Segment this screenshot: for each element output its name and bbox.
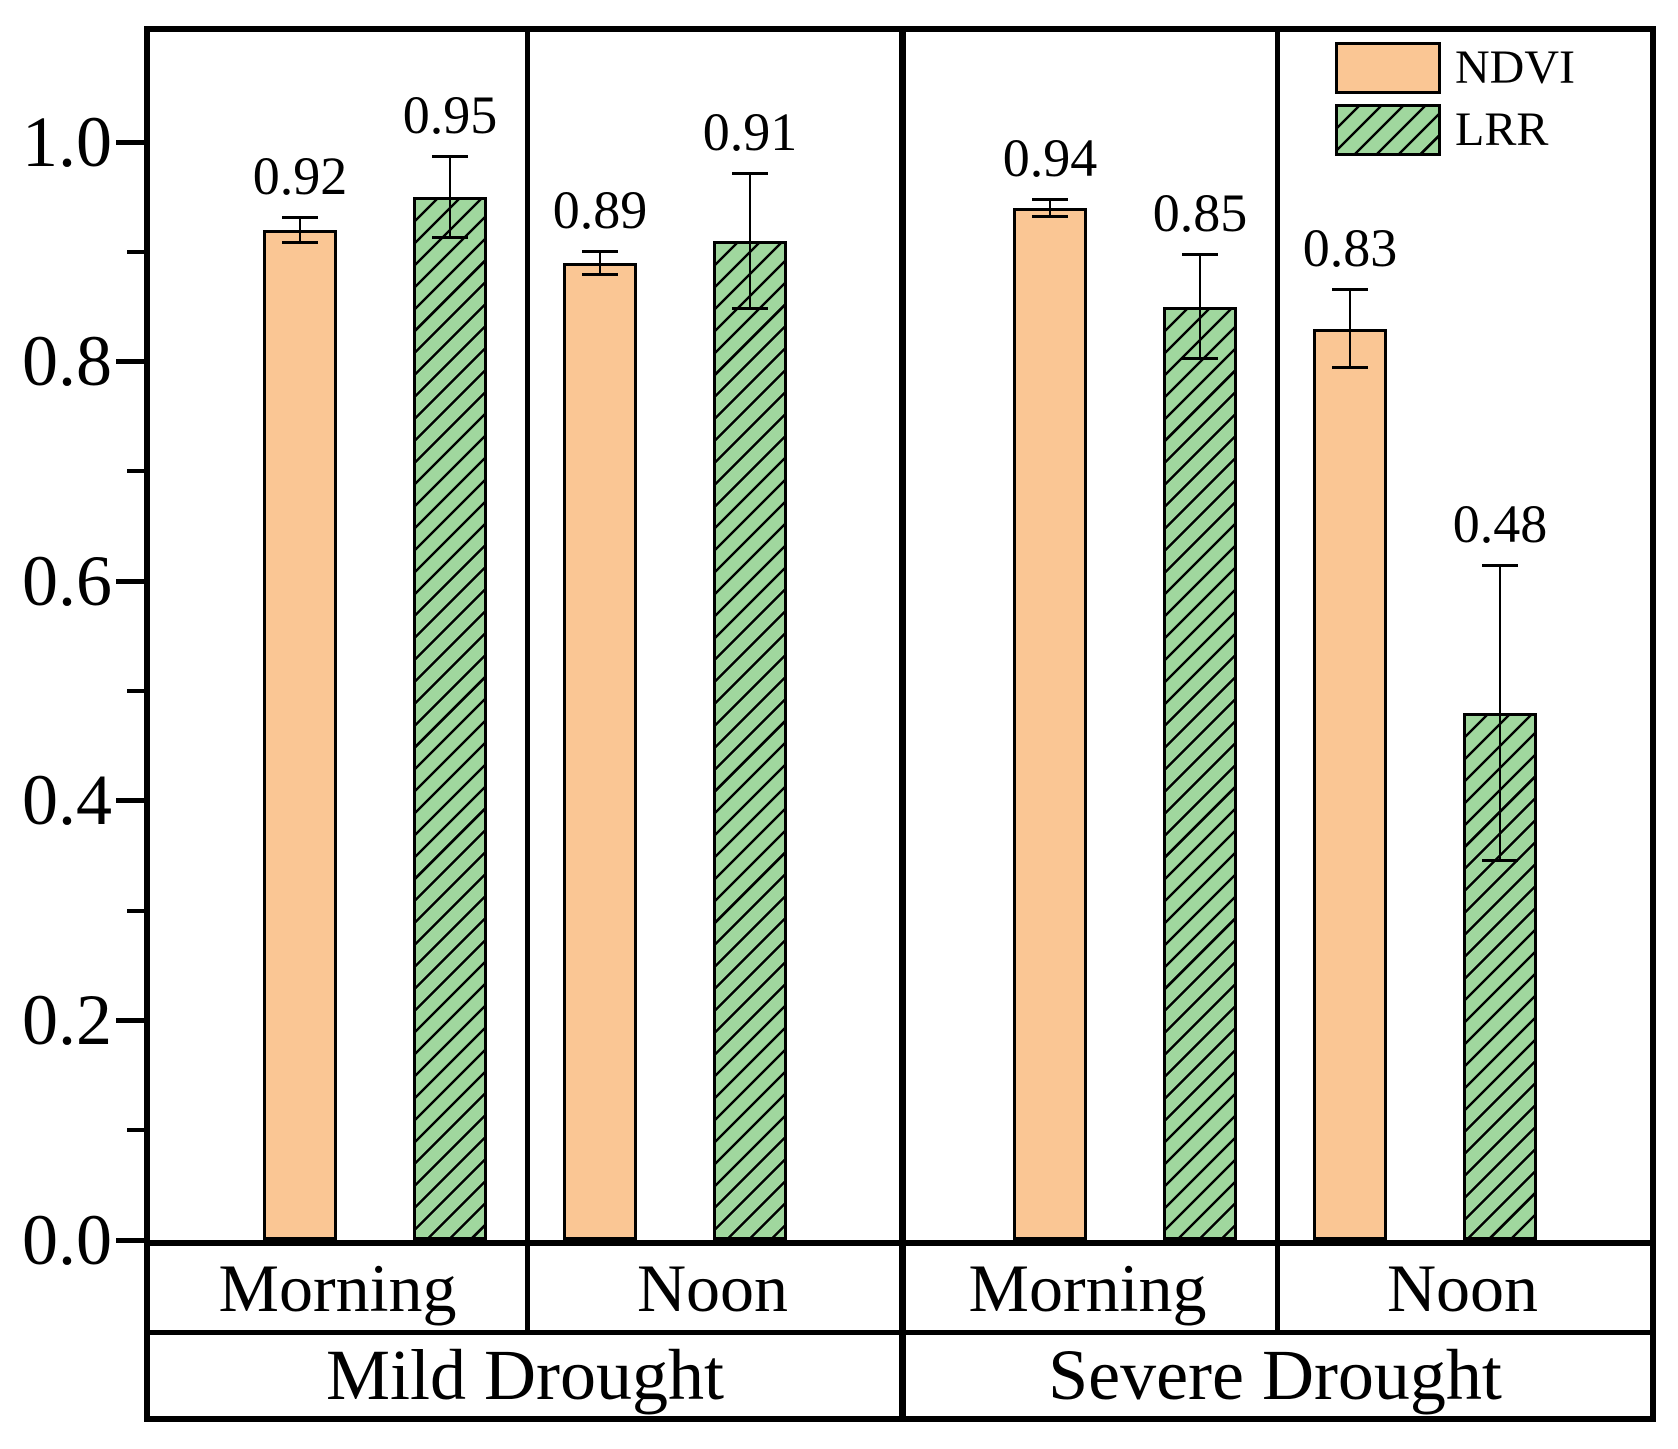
error-bar-line-lrr-severe-drought-noon [1499,564,1501,862]
y-minor-tick-0.5 [127,689,144,693]
y-tick-label-0.0: 0.0 [22,1199,112,1280]
error-bar-line-lrr-mild-drought-noon [749,172,751,309]
bar-ndvi-mild-drought-noon [563,262,637,1240]
y-major-tick-0.0 [116,1237,144,1243]
error-bar-cap-top-lrr-mild-drought-morning [432,155,468,159]
legend: NDVI LRR [1335,42,1575,156]
panel-divider-mild [525,32,530,1335]
error-bar-cap-bottom-ndvi-severe-drought-morning [1032,214,1068,218]
bar-lrr-severe-drought-morning [1163,306,1237,1240]
error-bar-line-ndvi-severe-drought-morning [1049,199,1051,217]
value-label-lrr-severe-drought-morning: 0.85 [1152,182,1248,243]
error-bar-cap-top-lrr-mild-drought-noon [732,171,768,175]
plot-border-right [1650,26,1656,1422]
plot-border-top [144,26,1656,32]
value-label-ndvi-mild-drought-noon: 0.89 [552,179,648,240]
error-bar-cap-top-ndvi-severe-drought-morning [1032,198,1068,202]
y-minor-tick-0.1 [127,1128,144,1133]
y-minor-tick-0.3 [127,908,144,913]
ndvi-legend-swatch [1335,42,1441,94]
value-label-lrr-severe-drought-noon: 0.48 [1452,493,1548,554]
y-tick-label-1.0: 1.0 [22,101,112,182]
error-bar-cap-top-lrr-severe-drought-morning [1182,252,1218,256]
error-bar-cap-top-ndvi-mild-drought-noon [582,249,618,253]
y-major-tick-1.0 [116,139,144,145]
error-bar-line-lrr-mild-drought-morning [449,156,451,238]
x-category-mild-morning: Morning [218,1249,457,1326]
bar-ndvi-severe-drought-morning [1013,207,1087,1240]
error-bar-cap-bottom-ndvi-mild-drought-noon [582,272,618,276]
y-tick-label-0.4: 0.4 [22,760,112,841]
lrr-legend-swatch [1335,104,1441,156]
value-label-ndvi-mild-drought-morning: 0.92 [252,145,348,206]
y-minor-tick-0.9 [127,249,144,254]
error-bar-cap-bottom-ndvi-severe-drought-noon [1332,366,1368,370]
lrr-legend-label: LRR [1455,103,1549,156]
error-bar-cap-bottom-lrr-severe-drought-morning [1182,357,1218,361]
error-bar-cap-bottom-lrr-mild-drought-morning [432,235,468,239]
error-bar-cap-bottom-ndvi-mild-drought-morning [282,241,318,245]
value-label-ndvi-severe-drought-morning: 0.94 [1002,128,1098,189]
bar-lrr-mild-drought-noon [713,240,787,1240]
y-minor-tick-0.7 [127,469,144,474]
x-category-mild-noon: Noon [636,1249,789,1326]
legend-item-lrr: LRR [1335,104,1575,156]
y-tick-label-0.6: 0.6 [22,540,112,621]
y-tick-label-0.8: 0.8 [22,321,112,402]
ndvi-legend-label: NDVI [1455,41,1575,94]
y-major-tick-0.4 [116,798,144,804]
bar-lrr-mild-drought-morning [413,196,487,1240]
group-divider [899,32,906,1422]
value-label-lrr-mild-drought-morning: 0.95 [402,85,498,146]
value-label-ndvi-severe-drought-noon: 0.83 [1302,218,1398,279]
error-bar-line-ndvi-severe-drought-noon [1349,289,1351,369]
error-bar-line-lrr-severe-drought-morning [1199,253,1201,360]
bar-ndvi-mild-drought-morning [263,229,337,1240]
error-bar-cap-bottom-lrr-severe-drought-noon [1482,859,1518,863]
x-category-severe-noon: Noon [1386,1249,1539,1326]
panel-divider-severe [1275,32,1280,1335]
x-group-severe-drought: Severe Drought [1048,1335,1502,1415]
value-label-lrr-mild-drought-noon: 0.91 [702,101,798,162]
y-tick-label-0.2: 0.2 [22,979,112,1060]
y-major-tick-0.6 [116,578,144,584]
error-bar-line-ndvi-mild-drought-noon [599,250,601,275]
bar-ndvi-severe-drought-noon [1313,328,1387,1240]
x-category-severe-morning: Morning [968,1249,1207,1326]
error-bar-line-ndvi-mild-drought-morning [299,216,301,243]
y-major-tick-0.2 [116,1017,144,1023]
error-bar-cap-top-lrr-severe-drought-noon [1482,563,1518,567]
y-major-tick-0.8 [116,359,144,365]
error-bar-cap-bottom-lrr-mild-drought-noon [732,306,768,310]
x-group-mild-drought: Mild Drought [325,1335,724,1415]
error-bar-cap-top-ndvi-mild-drought-morning [282,215,318,219]
error-bar-cap-top-ndvi-severe-drought-noon [1332,288,1368,292]
legend-item-ndvi: NDVI [1335,42,1575,94]
plot-border-left [144,26,150,1422]
